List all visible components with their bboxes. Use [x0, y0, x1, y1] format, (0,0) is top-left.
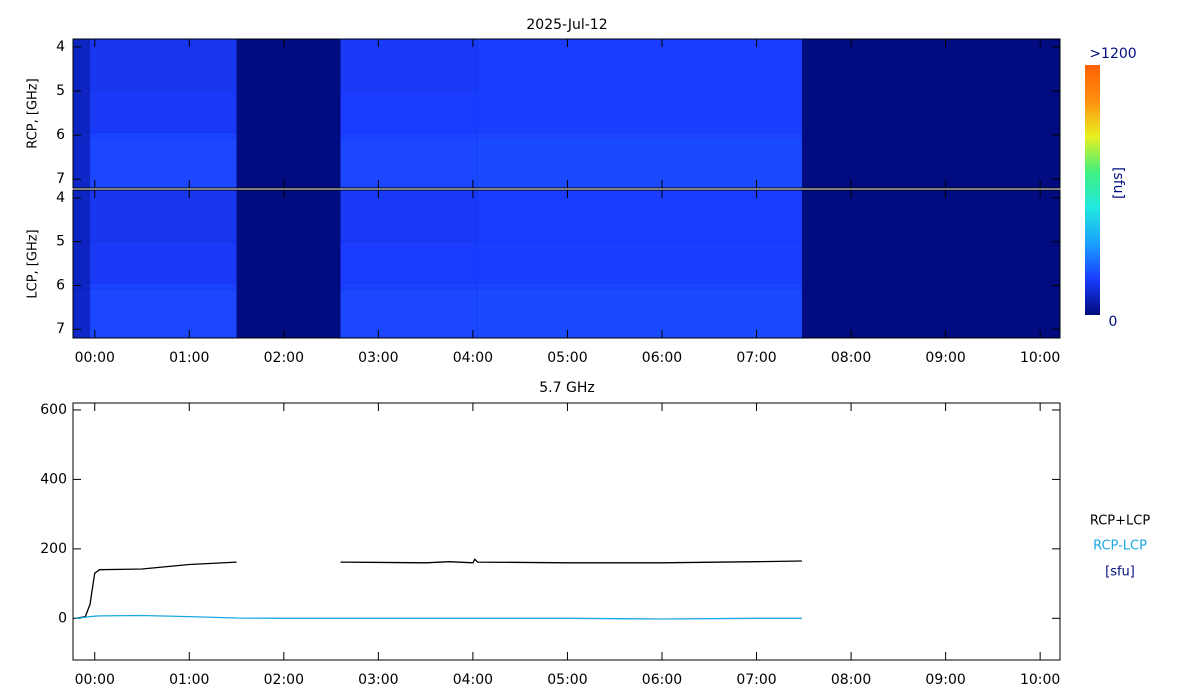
heatmap-cell: [73, 139, 91, 188]
colorbar-tick-label: >1200: [1089, 46, 1136, 62]
x-tick-label: 01:00: [169, 672, 209, 688]
y-tick-label: 7: [56, 171, 65, 187]
y-tick-label: 6: [56, 277, 65, 293]
heatmap-cell: [73, 289, 91, 338]
heatmap-cell: [340, 91, 478, 133]
heatmap-cell: [90, 241, 237, 284]
heatmap-cell: [340, 132, 478, 140]
heatmap-cell: [340, 190, 478, 242]
x-tick-label: 08:00: [831, 672, 871, 688]
heatmap-cell: [477, 39, 802, 92]
plot-frame: [72, 402, 1061, 661]
x-tick-label: 08:00: [831, 350, 871, 366]
colorbar: [1085, 65, 1100, 315]
chart-title: 5.7 GHz: [539, 380, 594, 396]
heatmap-cell: [90, 190, 237, 242]
heatmap-cell: [73, 241, 91, 284]
x-tick-label: 07:00: [736, 672, 776, 688]
y-tick-label: 6: [56, 127, 65, 143]
heatmap-cell: [73, 39, 91, 92]
heatmap-cell: [90, 132, 237, 140]
y-tick-label: 0: [58, 610, 67, 626]
x-tick-label: 04:00: [453, 350, 493, 366]
heatmap-cell: [340, 289, 478, 338]
heatmap-cell: [340, 39, 478, 92]
x-tick-label: 06:00: [642, 672, 682, 688]
x-tick-label: 09:00: [925, 350, 965, 366]
y-axis-label: RCP, [GHz]: [26, 78, 41, 148]
y-tick-label: 5: [56, 83, 65, 99]
heatmap-cell: [73, 190, 91, 242]
x-tick-label: 02:00: [264, 672, 304, 688]
y-tick-label: 4: [56, 190, 65, 206]
series-line: [75, 558, 802, 619]
heatmap-cell: [73, 91, 91, 133]
x-tick-label: 10:00: [1020, 350, 1060, 366]
legend-unit: [sfu]: [1105, 565, 1135, 580]
colorbar-title: [sfu]: [1110, 167, 1126, 199]
panel-frame: [72, 38, 1061, 189]
heatmap-cell: [90, 283, 237, 290]
x-tick-label: 04:00: [453, 672, 493, 688]
x-tick-label: 06:00: [642, 350, 682, 366]
heatmap-cell: [477, 190, 802, 242]
colorbar-tick-label: 0: [1109, 314, 1118, 330]
heatmap-cell: [73, 132, 91, 140]
x-tick-label: 07:00: [736, 350, 776, 366]
x-tick-label: 03:00: [358, 672, 398, 688]
x-tick-label: 03:00: [358, 350, 398, 366]
x-tick-label: 10:00: [1020, 672, 1060, 688]
x-tick-label: 00:00: [75, 350, 115, 366]
heatmap-cell: [90, 39, 237, 92]
x-tick-label: 01:00: [169, 350, 209, 366]
y-tick-label: 7: [56, 321, 65, 337]
chart-title: 2025-Jul-12: [526, 17, 607, 33]
series-line: [75, 614, 802, 620]
y-tick-label: 200: [40, 541, 67, 557]
y-tick-label: 600: [40, 402, 67, 418]
y-tick-label: 5: [56, 234, 65, 250]
heatmap-cell: [73, 283, 91, 290]
x-tick-label: 00:00: [75, 672, 115, 688]
x-tick-label: 09:00: [925, 672, 965, 688]
heatmap-cell: [90, 91, 237, 133]
heatmap-cell: [340, 139, 478, 188]
heatmap-cell: [477, 283, 802, 290]
heatmap-cell: [340, 283, 478, 290]
heatmap-cell: [477, 132, 802, 140]
x-tick-label: 02:00: [264, 350, 304, 366]
heatmap-cell: [90, 289, 237, 338]
y-axis-label: LCP, [GHz]: [26, 229, 41, 298]
y-tick-label: 400: [40, 471, 67, 487]
panel-frame: [72, 189, 1061, 339]
heatmap-cell: [477, 139, 802, 188]
heatmap-cell: [340, 241, 478, 284]
heatmap-cell: [477, 91, 802, 133]
heatmap-cell: [90, 139, 237, 188]
legend-entry: RCP+LCP: [1090, 514, 1151, 529]
heatmap-cell: [477, 289, 802, 338]
legend-entry: RCP-LCP: [1093, 539, 1147, 554]
x-tick-label: 05:00: [547, 672, 587, 688]
y-tick-label: 4: [56, 39, 65, 55]
x-tick-label: 05:00: [547, 350, 587, 366]
heatmap-cell: [477, 241, 802, 284]
